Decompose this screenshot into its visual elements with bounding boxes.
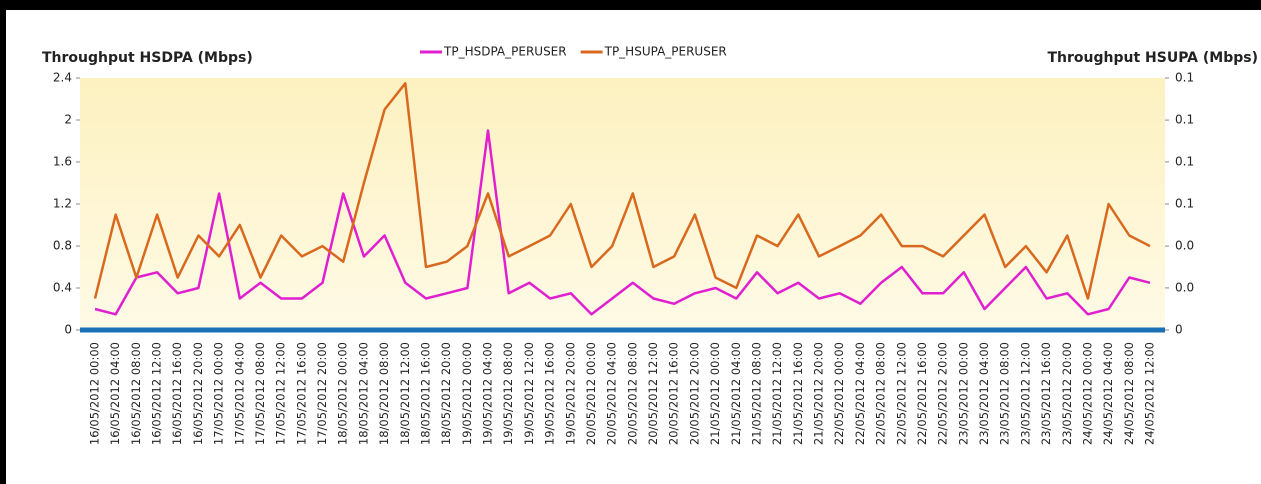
- x-tick-label: 19/05/2012 04:00: [481, 342, 495, 445]
- x-tick-label: 18/05/2012 08:00: [377, 342, 391, 445]
- x-tick-label: 23/05/2012 00:00: [956, 342, 970, 445]
- x-tick-label: 18/05/2012 20:00: [439, 342, 453, 445]
- x-tick-label: 24/05/2012 04:00: [1101, 342, 1115, 445]
- y2-tick-label: 0: [1175, 323, 1183, 337]
- y-tick-label: 2: [64, 113, 72, 127]
- x-tick-label: 23/05/2012 16:00: [1039, 342, 1053, 445]
- x-tick-label: 16/05/2012 08:00: [129, 342, 143, 445]
- x-tick-label: 21/05/2012 08:00: [749, 342, 763, 445]
- x-tick-label: 20/05/2012 04:00: [605, 342, 619, 445]
- y-tick-label: 1.2: [53, 197, 72, 211]
- x-tick-label: 16/05/2012 00:00: [88, 342, 102, 445]
- x-tick-label: 18/05/2012 00:00: [336, 342, 350, 445]
- x-tick-label: 22/05/2012 04:00: [853, 342, 867, 445]
- x-tick-label: 22/05/2012 20:00: [936, 342, 950, 445]
- legend-label: TP_HSDPA_PERUSER: [443, 45, 567, 59]
- y-tick-label: 0.4: [53, 281, 72, 295]
- y-tick-label: 0: [64, 323, 72, 337]
- y2-tick-label: 0.1: [1175, 113, 1194, 127]
- y2-axis-title: Throughput HSUPA (Mbps): [1047, 50, 1258, 66]
- x-tick-label: 22/05/2012 12:00: [894, 342, 908, 445]
- frame-left: [0, 0, 6, 484]
- x-tick-label: 16/05/2012 16:00: [170, 342, 184, 445]
- y-tick-label: 0.8: [53, 239, 72, 253]
- x-tick-label: 20/05/2012 16:00: [667, 342, 681, 445]
- x-tick-label: 19/05/2012 08:00: [501, 342, 515, 445]
- x-tick-label: 20/05/2012 20:00: [687, 342, 701, 445]
- series-line: [93, 82, 1151, 300]
- plot-area: [80, 78, 1165, 330]
- y-tick-label: 1.6: [53, 155, 72, 169]
- x-tick-label: 23/05/2012 08:00: [998, 342, 1012, 445]
- x-tick-label: 23/05/2012 04:00: [977, 342, 991, 445]
- x-tick-label: 24/05/2012 00:00: [1080, 342, 1094, 445]
- x-tick-label: 21/05/2012 20:00: [812, 342, 826, 445]
- x-tick-label: 17/05/2012 20:00: [315, 342, 329, 445]
- x-tick-label: 16/05/2012 20:00: [191, 342, 205, 445]
- x-tick-label: 21/05/2012 04:00: [729, 342, 743, 445]
- x-tick-label: 22/05/2012 08:00: [874, 342, 888, 445]
- x-tick-label: 19/05/2012 20:00: [563, 342, 577, 445]
- x-tick-label: 17/05/2012 12:00: [274, 342, 288, 445]
- y2-tick-label: 0.0: [1175, 239, 1194, 253]
- x-tick-label: 22/05/2012 00:00: [832, 342, 846, 445]
- x-tick-label: 21/05/2012 16:00: [791, 342, 805, 445]
- x-tick-label: 20/05/2012 08:00: [625, 342, 639, 445]
- x-tick-label: 18/05/2012 04:00: [356, 342, 370, 445]
- y2-tick-label: 0.1: [1175, 154, 1194, 168]
- x-tick-label: 20/05/2012 00:00: [584, 342, 598, 445]
- x-tick-label: 17/05/2012 04:00: [232, 342, 246, 445]
- x-tick-label: 19/05/2012 12:00: [522, 342, 536, 445]
- y2-tick-label: 0.0: [1175, 280, 1194, 294]
- x-tick-label: 24/05/2012 08:00: [1122, 342, 1136, 445]
- x-tick-label: 18/05/2012 12:00: [398, 342, 412, 445]
- x-tick-label: 17/05/2012 08:00: [253, 342, 267, 445]
- y-tick-label: 2.4: [53, 71, 72, 85]
- x-tick-label: 20/05/2012 12:00: [646, 342, 660, 445]
- x-tick-label: 19/05/2012 00:00: [460, 342, 474, 445]
- x-tick-label: 17/05/2012 00:00: [212, 342, 226, 445]
- x-tick-label: 24/05/2012 12:00: [1143, 342, 1157, 445]
- frame-top: [0, 0, 1261, 10]
- x-tick-label: 22/05/2012 16:00: [915, 342, 929, 445]
- x-tick-label: 16/05/2012 12:00: [150, 342, 164, 445]
- x-tick-label: 23/05/2012 20:00: [1060, 342, 1074, 445]
- x-tick-label: 23/05/2012 12:00: [1018, 342, 1032, 445]
- y2-tick-label: 0.1: [1175, 197, 1194, 211]
- x-tick-label: 18/05/2012 16:00: [418, 342, 432, 445]
- x-tick-label: 16/05/2012 04:00: [108, 342, 122, 445]
- x-tick-label: 19/05/2012 16:00: [543, 342, 557, 445]
- y-axis-title: Throughput HSDPA (Mbps): [42, 50, 253, 66]
- x-tick-label: 21/05/2012 00:00: [708, 342, 722, 445]
- legend-label: TP_HSUPA_PERUSER: [604, 45, 727, 59]
- series-line: [94, 129, 1151, 316]
- x-tick-label: 21/05/2012 12:00: [770, 342, 784, 445]
- x-tick-label: 17/05/2012 16:00: [294, 342, 308, 445]
- y2-tick-label: 0.1: [1175, 71, 1194, 85]
